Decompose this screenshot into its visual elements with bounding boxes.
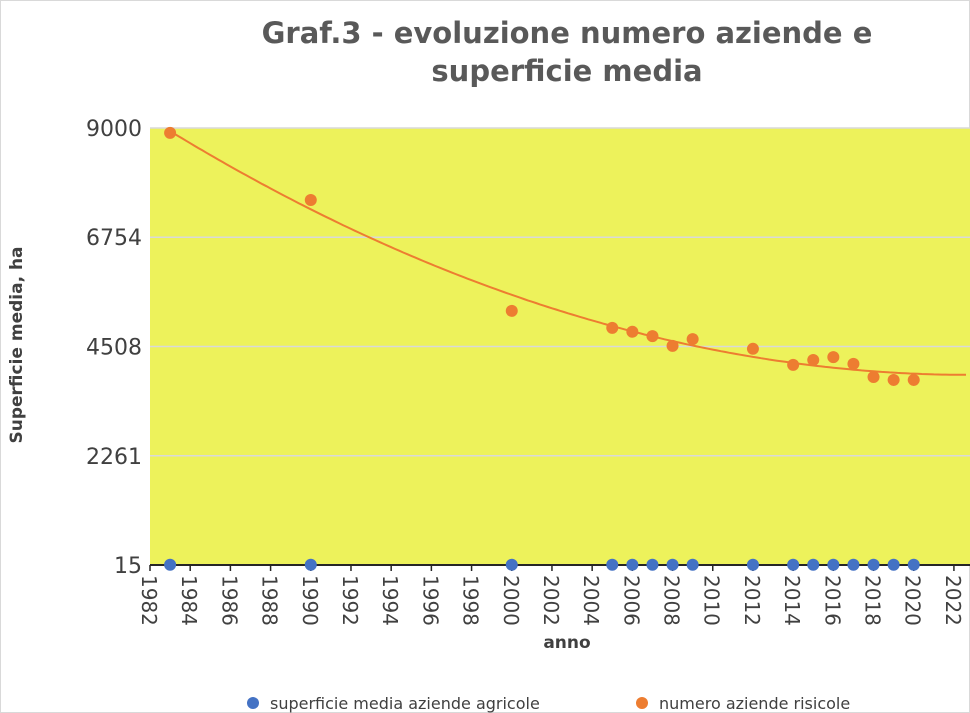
chart-title: Graf.3 - evoluzione numero aziende e sup… bbox=[261, 16, 873, 88]
x-tick-label: 2020 bbox=[901, 575, 925, 626]
x-tick-label: 2000 bbox=[499, 575, 523, 626]
point bbox=[626, 558, 639, 571]
point bbox=[686, 558, 699, 571]
x-tick-label: 1990 bbox=[298, 575, 322, 626]
point bbox=[847, 357, 860, 370]
y-tick-label: 4508 bbox=[86, 335, 142, 360]
legend-label: superficie media aziende agricole bbox=[270, 694, 540, 713]
y-tick-label: 9000 bbox=[86, 117, 142, 142]
point bbox=[807, 558, 820, 571]
point bbox=[626, 325, 639, 338]
point bbox=[164, 558, 177, 571]
point bbox=[867, 371, 880, 384]
x-tick-label: 2022 bbox=[941, 575, 965, 626]
x-tick-label: 2004 bbox=[579, 575, 603, 626]
x-tick-label: 1992 bbox=[338, 575, 362, 626]
point bbox=[827, 351, 840, 364]
x-tick-label: 2002 bbox=[539, 575, 563, 626]
x-tick-label: 1988 bbox=[258, 575, 282, 626]
point bbox=[646, 558, 659, 571]
y-tick-label: 6754 bbox=[86, 226, 142, 251]
x-tick-label: 1984 bbox=[177, 575, 201, 626]
legend-label: numero aziende risicole bbox=[659, 694, 850, 713]
legend-marker bbox=[247, 697, 259, 709]
point bbox=[666, 558, 679, 571]
x-tick-label: 1994 bbox=[378, 575, 402, 626]
x-tick-label: 2010 bbox=[700, 575, 724, 626]
x-tick-label: 2016 bbox=[820, 575, 844, 626]
point bbox=[164, 126, 177, 139]
x-tick-label: 2014 bbox=[780, 575, 804, 626]
point bbox=[304, 193, 317, 206]
point bbox=[847, 558, 860, 571]
point bbox=[505, 304, 518, 317]
x-tick-label: 1986 bbox=[217, 575, 241, 626]
x-tick-label: 1982 bbox=[137, 575, 161, 626]
point bbox=[787, 558, 800, 571]
y-tick-label: 2261 bbox=[86, 445, 142, 470]
point bbox=[887, 558, 900, 571]
point bbox=[887, 373, 900, 386]
point bbox=[606, 558, 619, 571]
trendline bbox=[169, 130, 966, 376]
x-tick-label: 1996 bbox=[418, 575, 442, 626]
y-tick-label: 15 bbox=[114, 554, 142, 579]
point bbox=[867, 558, 880, 571]
x-axis-label: anno bbox=[543, 633, 590, 653]
x-tick-label: 2006 bbox=[619, 575, 643, 626]
point bbox=[907, 373, 920, 386]
point bbox=[907, 558, 920, 571]
point bbox=[646, 330, 659, 343]
point bbox=[304, 558, 317, 571]
x-tick-label: 2018 bbox=[861, 575, 885, 626]
point bbox=[686, 333, 699, 346]
point bbox=[505, 558, 518, 571]
point bbox=[666, 339, 679, 352]
point bbox=[746, 342, 759, 355]
point bbox=[787, 358, 800, 371]
point bbox=[807, 353, 820, 366]
point bbox=[746, 558, 759, 571]
x-tick-label: 2008 bbox=[660, 575, 684, 626]
x-tick-label: 1998 bbox=[459, 575, 483, 626]
point bbox=[827, 558, 840, 571]
x-tick-label: 2012 bbox=[740, 575, 764, 626]
y-axis-label: Superficie media, ha bbox=[7, 246, 27, 443]
legend-marker bbox=[636, 697, 648, 709]
point bbox=[606, 321, 619, 334]
